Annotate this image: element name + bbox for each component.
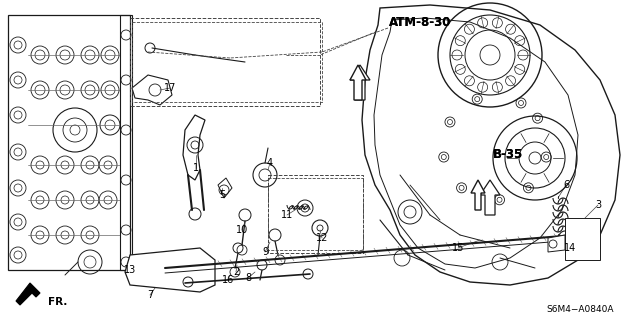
- Polygon shape: [374, 18, 578, 268]
- Text: 1: 1: [193, 163, 199, 173]
- Text: 8: 8: [245, 273, 251, 283]
- Text: 15: 15: [452, 243, 464, 253]
- Text: B-35: B-35: [493, 149, 523, 161]
- Bar: [565, 218, 600, 260]
- Bar: [120, 15, 132, 270]
- Text: 11: 11: [281, 210, 293, 220]
- Text: 9: 9: [262, 247, 268, 257]
- Text: 16: 16: [222, 275, 234, 285]
- Text: 17: 17: [164, 83, 176, 93]
- Text: 13: 13: [124, 265, 136, 275]
- Text: S6M4−A0840A: S6M4−A0840A: [547, 306, 614, 315]
- Text: FR.: FR.: [48, 297, 68, 307]
- Text: 3: 3: [595, 200, 601, 210]
- Text: 6: 6: [563, 180, 569, 190]
- Polygon shape: [350, 65, 370, 100]
- Polygon shape: [8, 15, 130, 270]
- Text: 5: 5: [219, 190, 225, 200]
- Polygon shape: [548, 235, 565, 252]
- Polygon shape: [471, 180, 485, 210]
- Text: 12: 12: [316, 233, 328, 243]
- Text: 7: 7: [147, 290, 153, 300]
- Polygon shape: [350, 65, 366, 100]
- Polygon shape: [362, 5, 620, 285]
- Bar: [132, 22, 322, 102]
- Polygon shape: [218, 178, 232, 198]
- Text: 2: 2: [233, 267, 239, 277]
- Text: 4: 4: [267, 158, 273, 168]
- Bar: [268, 178, 363, 250]
- Bar: [268, 175, 363, 253]
- Polygon shape: [183, 115, 205, 180]
- Polygon shape: [480, 180, 500, 215]
- Bar: [140, 263, 205, 283]
- Text: ATM-8-30: ATM-8-30: [389, 16, 451, 28]
- Bar: [130, 18, 320, 106]
- Text: ATM-8-30: ATM-8-30: [389, 16, 451, 28]
- Polygon shape: [125, 248, 215, 292]
- Text: 10: 10: [236, 225, 248, 235]
- Text: B-35: B-35: [493, 149, 523, 161]
- Text: 14: 14: [564, 243, 576, 253]
- Polygon shape: [16, 283, 40, 305]
- Polygon shape: [132, 75, 172, 105]
